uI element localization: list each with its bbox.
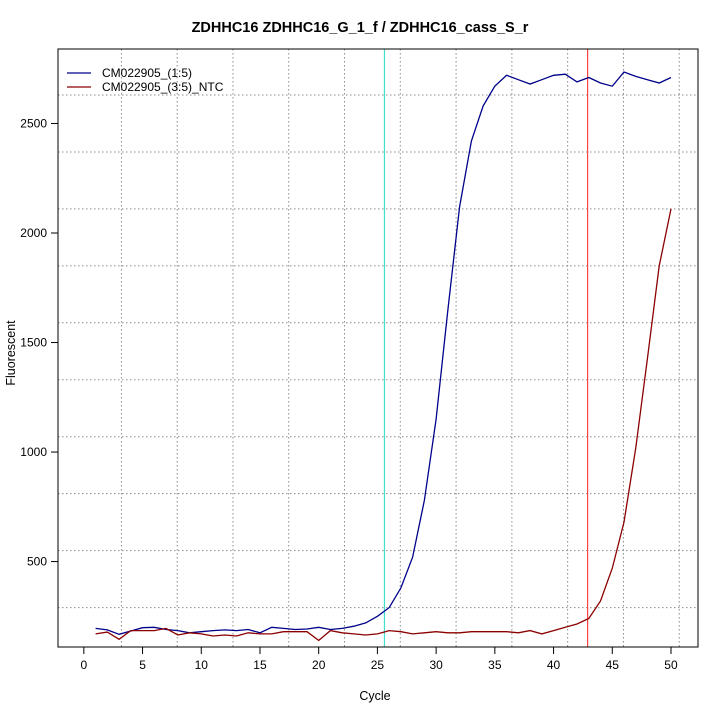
legend-label: CM022905_(1:5) bbox=[102, 66, 192, 80]
x-tick-label: 25 bbox=[371, 658, 385, 672]
x-tick-label: 0 bbox=[80, 658, 87, 672]
chart-title: ZDHHC16 ZDHHC16_G_1_f / ZDHHC16_cass_S_r bbox=[191, 20, 529, 36]
x-tick-label: 50 bbox=[664, 658, 678, 672]
y-tick-label: 1000 bbox=[20, 445, 47, 459]
x-tick-label: 45 bbox=[606, 658, 620, 672]
x-tick-label: 30 bbox=[429, 658, 443, 672]
x-tick-label: 10 bbox=[195, 658, 209, 672]
threshold-layer bbox=[383, 49, 589, 647]
x-tick-label: 40 bbox=[547, 658, 561, 672]
axis-layer: 0 5 10 15 20 25 30 35 40 45 50 500 1000 1500 2000 2500 bbox=[20, 48, 699, 672]
y-tick-label: 2500 bbox=[20, 116, 47, 130]
series-line bbox=[95, 71, 672, 635]
legend: CM022905_(1:5)CM022905_(3:5)_NTC bbox=[67, 66, 224, 94]
x-tick-label: 15 bbox=[253, 658, 267, 672]
legend-label: CM022905_(3:5)_NTC bbox=[102, 80, 224, 94]
y-tick-label: 2000 bbox=[20, 226, 47, 240]
x-tick-label: 20 bbox=[312, 658, 326, 672]
x-axis-label: Cycle bbox=[359, 689, 391, 703]
x-tick-label: 5 bbox=[139, 658, 146, 672]
y-tick-label: 1500 bbox=[20, 336, 47, 350]
series-line bbox=[95, 208, 672, 642]
series-layer bbox=[95, 71, 672, 642]
y-tick-label: 500 bbox=[27, 555, 47, 569]
x-tick-label: 35 bbox=[488, 658, 502, 672]
grid-layer bbox=[58, 49, 698, 647]
plot-frame bbox=[57, 48, 699, 648]
